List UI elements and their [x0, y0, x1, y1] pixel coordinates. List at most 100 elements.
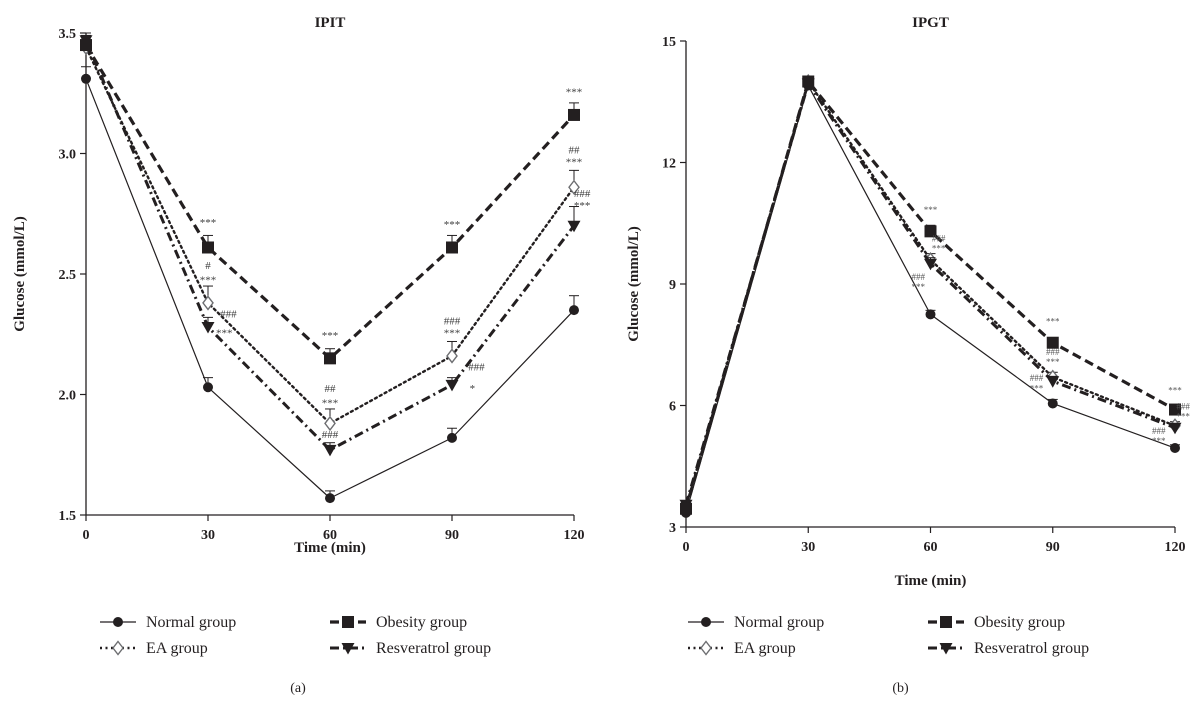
series-ea [680, 73, 1181, 515]
legend-label: Obesity group [974, 614, 1065, 631]
legend-label: Resveratrol group [376, 640, 491, 657]
y-tick-label: 3.0 [59, 148, 77, 163]
data-point-ea [568, 179, 580, 195]
significance-annotation: ### [1176, 402, 1190, 412]
legend-marker-obesity [940, 616, 952, 628]
significance-annotation: *** [1176, 412, 1190, 422]
legend-item-obesity: Obesity group [330, 614, 467, 631]
data-point-obesity [924, 225, 937, 238]
legend-marker-ea [112, 640, 124, 656]
significance-annotation: *** [932, 244, 946, 254]
data-point-normal [925, 309, 936, 320]
legend-marker-obesity [342, 616, 354, 628]
y-tick-label: 6 [669, 400, 676, 415]
significance-annotation: ### [912, 272, 926, 282]
y-tick-label: 15 [662, 35, 676, 50]
data-point-obesity [446, 241, 458, 254]
data-point-obesity [324, 352, 336, 365]
data-point-obesity [802, 75, 815, 88]
significance-annotation: *** [1152, 436, 1166, 446]
series-normal [681, 80, 1180, 518]
significance-annotation: *** [574, 200, 591, 212]
significance-annotation: ### [322, 429, 339, 441]
chart-title: IPGT [912, 15, 949, 31]
data-point-obesity [568, 108, 580, 121]
significance-annotation: *** [566, 87, 583, 99]
legend-label: Normal group [146, 614, 236, 631]
y-axis-label: Glucose (mmol/L) [12, 216, 28, 331]
panel-label: (a) [290, 681, 306, 696]
legend-item-ea: EA group [100, 640, 208, 657]
series-line-obesity [684, 79, 1176, 510]
significance-annotation: *** [1030, 383, 1044, 393]
x-tick-label: 0 [683, 540, 690, 555]
significance-annotation: * [470, 383, 476, 395]
series-obesity [680, 75, 1181, 515]
series-resveratrol [679, 78, 1182, 512]
significance-annotation: ### [1030, 373, 1044, 383]
significance-annotation: ### [574, 188, 591, 200]
data-point-normal [1047, 398, 1058, 409]
legend-item-obesity: Obesity group [928, 614, 1065, 631]
significance-annotation: *** [322, 398, 339, 410]
data-point-resveratrol [323, 444, 337, 457]
significance-annotation: # [205, 260, 211, 272]
series-line-ea [684, 80, 1177, 508]
significance-annotation: *** [924, 205, 938, 215]
data-point-resveratrol [1168, 422, 1182, 435]
series-resveratrol [79, 32, 581, 457]
significance-annotation: *** [1046, 357, 1060, 367]
data-point-resveratrol [445, 379, 459, 392]
data-point-resveratrol [924, 258, 937, 271]
legend-marker-normal [701, 617, 711, 627]
y-tick-label: 2.5 [59, 268, 77, 283]
series-line-ea [84, 46, 576, 425]
x-tick-label: 0 [83, 528, 90, 543]
data-point-ea [324, 415, 336, 432]
significance-annotation: ### [468, 361, 485, 373]
x-tick-label: 30 [801, 540, 815, 555]
y-tick-label: 1.5 [59, 509, 77, 524]
legend-item-ea: EA group [688, 640, 796, 657]
series-normal [81, 66, 579, 504]
y-tick-label: 12 [662, 157, 676, 172]
legend-label: Normal group [734, 614, 824, 631]
legend-item-normal: Normal group [688, 614, 824, 631]
chart-title: IPIT [315, 15, 346, 31]
data-point-normal [447, 432, 457, 443]
y-tick-label: 2.0 [59, 389, 77, 404]
significance-annotation: *** [216, 328, 233, 340]
panel-label: (b) [892, 681, 909, 696]
data-point-ea [202, 295, 214, 311]
series-ea [80, 37, 580, 432]
data-point-obesity [80, 39, 92, 52]
data-point-resveratrol [201, 322, 215, 334]
data-point-normal [1170, 443, 1180, 454]
y-tick-label: 3 [669, 521, 676, 536]
legend-marker-resveratrol [939, 643, 953, 655]
x-tick-label: 120 [564, 528, 585, 543]
data-point-resveratrol [567, 220, 581, 233]
x-tick-label: 60 [323, 528, 337, 543]
significance-annotation: *** [200, 217, 217, 229]
legend-item-resveratrol: Resveratrol group [928, 640, 1089, 657]
x-tick-label: 30 [201, 528, 215, 543]
data-point-obesity [1169, 403, 1181, 416]
significance-annotation: *** [1168, 385, 1182, 395]
legend-item-resveratrol: Resveratrol group [330, 640, 491, 657]
y-tick-label: 3.5 [59, 27, 77, 42]
legend-item-normal: Normal group [100, 614, 236, 631]
data-point-normal [81, 73, 91, 84]
data-point-obesity [680, 502, 692, 515]
significance-annotation: *** [200, 275, 217, 287]
significance-annotation: *** [444, 328, 461, 340]
series-line-resveratrol [84, 39, 576, 452]
series-line-resveratrol [684, 82, 1176, 506]
x-tick-label: 90 [1046, 540, 1060, 555]
legend-label: EA group [734, 640, 796, 657]
significance-annotation: ### [932, 233, 946, 243]
chart-panel-a: IPIT 1.5 2.0 2.5 3.0 3.5 0 30 60 90 120 Time (min) G… [12, 15, 591, 696]
x-axis-label: Time (min) [294, 540, 366, 556]
legend: Normal group Obesity group EA group Resvera… [100, 614, 491, 657]
data-point-ea [446, 348, 458, 364]
